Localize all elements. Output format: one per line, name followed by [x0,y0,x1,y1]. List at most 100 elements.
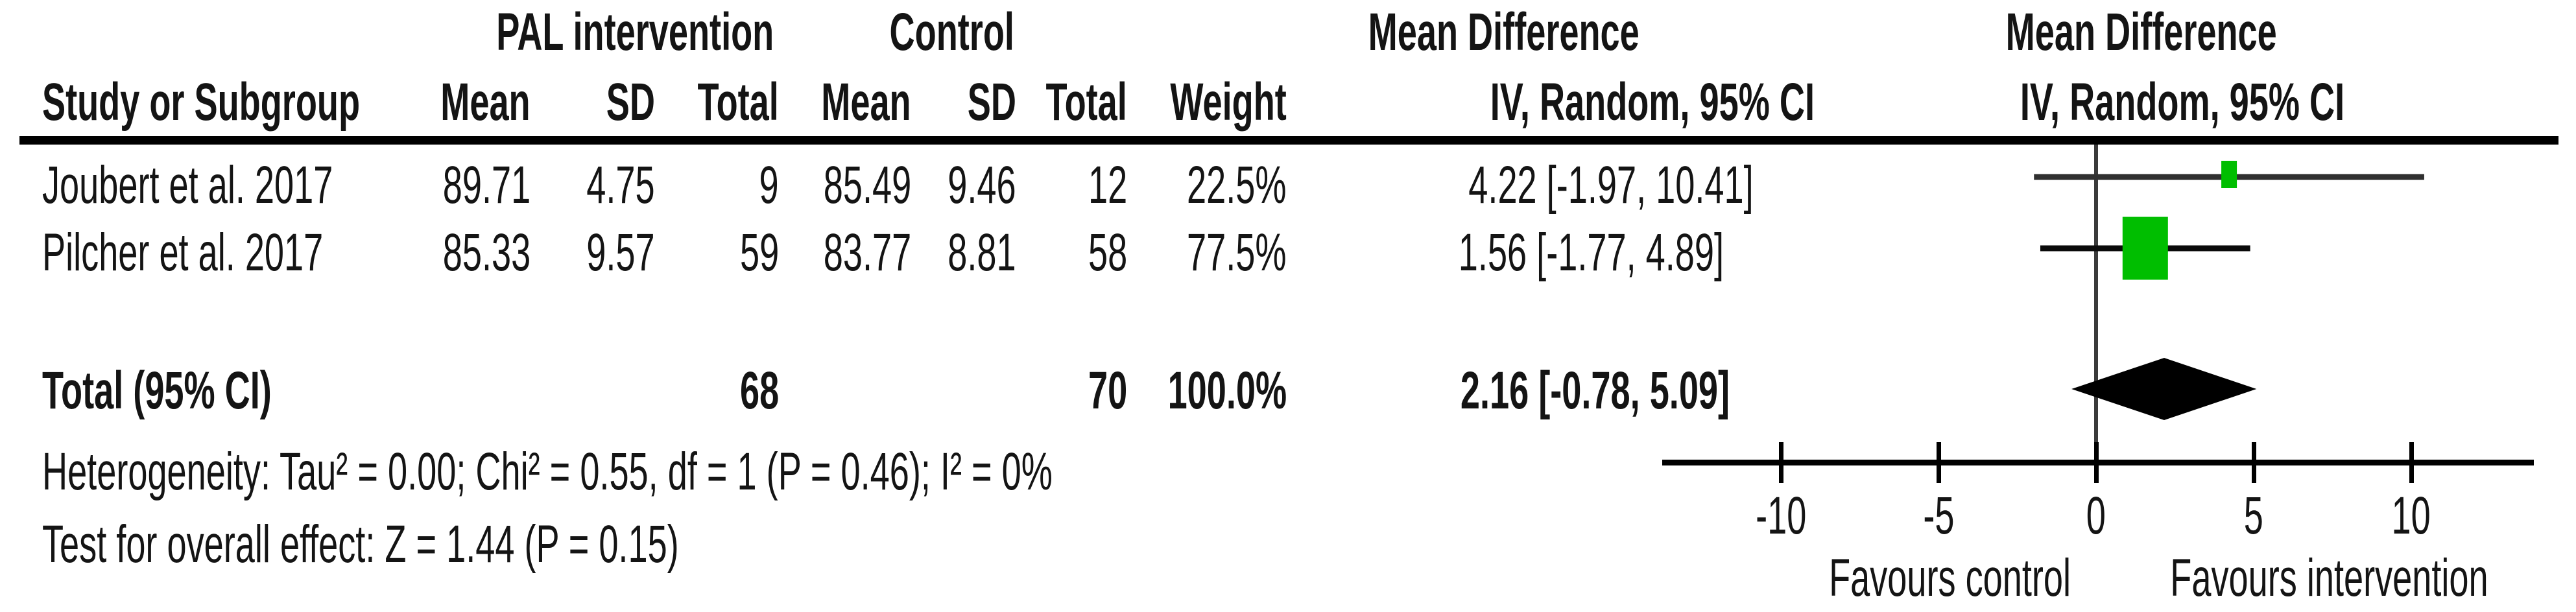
group-header-effect-right: Mean Difference [1936,1,2277,64]
col-header-mean1-label: Mean [440,73,531,132]
total-n-experimental-value: 68 [739,361,779,420]
group-header-effect-right-label: Mean Difference [2005,3,2277,62]
x-axis-tick-label: 10 [2333,485,2489,547]
overall-effect-note: Test for overall effect: Z = 1.44 (P = 0… [42,513,1728,576]
heterogeneity-note: Heterogeneity: Tau² = 0.00; Chi² = 0.55,… [42,441,1728,503]
plot-header-method: IV, Random, 95% CI [1937,71,2344,134]
col-header-total1: Total [584,71,779,134]
row2-mean1: 85.33 [336,222,531,284]
row1-mean1: 89.71 [336,154,531,217]
row2-ci: 1.56 [-1.77, 4.89] [1322,222,1724,284]
col-header-mean1: Mean [336,71,531,134]
row2-weight: 77.5% [1092,222,1287,284]
group-header-control-label: Control [889,3,1015,62]
group-header-experimental-label: PAL intervention [496,3,774,62]
zero-line [2094,145,2098,483]
row2-total2: 58 [933,222,1127,284]
x-axis-tick-label-text: 5 [2243,486,2264,545]
row1-weight: 22.5% [1092,154,1287,217]
row1-study-label: Joubert et al. 2017 [42,156,333,215]
row2-mean1-value: 85.33 [442,223,531,282]
col-header-weight: Weight [1092,71,1287,134]
total-label: Total (95% CI) [42,360,626,422]
total-diamond [2071,358,2257,420]
row2-mean2: 83.77 [717,222,911,284]
x-axis-tick-label: -10 [1703,485,1859,547]
row1-total1-value: 9 [759,156,779,215]
col-header-ci: IV, Random, 95% CI [1323,71,1815,134]
x-axis-tick [1779,442,1783,483]
row1-mean2-value: 85.49 [823,156,911,215]
total-ci-value: 2.16 [-0.78, 5.09] [1460,361,1730,420]
row2-sd1-value: 9.57 [586,223,655,282]
header-underline [19,136,2558,145]
total-n-control: 70 [933,360,1127,422]
x-axis-tick [2094,442,2099,483]
row2-total1-value: 59 [739,223,779,282]
row1-sd1-value: 4.75 [586,156,655,215]
col-header-total2-label: Total [1045,73,1127,132]
plot-header-method-label: IV, Random, 95% CI [2020,73,2345,132]
row1-total1: 9 [584,154,779,217]
row1-mean1-value: 89.71 [442,156,531,215]
col-header-mean2-label: Mean [821,73,911,132]
favours-right-label: Favours intervention [2088,547,2488,609]
row1-weight-value: 22.5% [1187,156,1287,215]
col-header-total2: Total [933,71,1127,134]
x-axis-tick-label-text: 0 [2086,486,2106,545]
row1-sd2-value: 9.46 [948,156,1016,215]
group-header-experimental: PAL intervention [425,1,774,64]
row2-study-label: Pilcher et al. 2017 [42,223,324,282]
col-header-sd1: SD [460,71,655,134]
col-header-sd1-label: SD [606,73,655,132]
x-axis-tick-label: 0 [2018,485,2174,547]
row2-sd1: 9.57 [460,222,655,284]
row1-ci-value: 4.22 [-1.97, 10.41] [1468,156,1754,215]
total-label-text: Total (95% CI) [42,361,272,420]
group-header-effect-left: Mean Difference [1298,1,1640,64]
row2-total2-value: 58 [1088,223,1127,282]
col-header-ci-label: IV, Random, 95% CI [1490,73,1815,132]
x-axis-tick-label: 5 [2176,485,2332,547]
row2-weight-value: 77.5% [1187,223,1287,282]
row1-total2-value: 12 [1088,156,1127,215]
row1-sd1: 4.75 [460,154,655,217]
total-n-control-value: 70 [1088,361,1127,420]
group-header-effect-left-label: Mean Difference [1368,3,1640,62]
row1-mean2: 85.49 [717,154,911,217]
favours-left-text: Favours control [1829,548,2071,607]
row2-sd2: 8.81 [822,222,1016,284]
col-header-sd2-label: SD [967,73,1016,132]
x-axis-tick [2252,442,2256,483]
row1-ci: 4.22 [-1.97, 10.41] [1322,154,1753,217]
weight-square [2221,161,2237,188]
row2-total1: 59 [584,222,779,284]
x-axis-tick-label-text: 10 [2391,486,2431,545]
x-axis-tick-label-text: -5 [1922,486,1955,545]
weight-square [2122,217,2168,280]
favours-left-label: Favours control [1756,547,2145,609]
row1-study: Joubert et al. 2017 [42,154,626,217]
col-header-study-label: Study or Subgroup [42,73,361,132]
row2-ci-value: 1.56 [-1.77, 4.89] [1458,223,1724,282]
row2-sd2-value: 8.81 [948,223,1016,282]
col-header-total1-label: Total [697,73,779,132]
favours-right-text: Favours intervention [2170,548,2488,607]
col-header-mean2: Mean [717,71,911,134]
col-header-weight-label: Weight [1170,73,1287,132]
total-weight-value: 100.0% [1167,361,1287,420]
group-header-control: Control [790,1,1114,64]
x-axis-tick-label-text: -10 [1755,486,1807,545]
x-axis-tick [1937,442,1941,483]
total-n-experimental: 68 [584,360,779,422]
heterogeneity-text: Heterogeneity: Tau² = 0.00; Chi² = 0.55,… [42,442,1053,501]
total-weight: 100.0% [1092,360,1287,422]
col-header-study: Study or Subgroup [42,71,626,134]
x-axis-tick-label: -5 [1861,485,2016,547]
x-axis-tick [2409,442,2414,483]
total-ci: 2.16 [-0.78, 5.09] [1322,360,1730,422]
col-header-sd2: SD [822,71,1016,134]
row1-total2: 12 [933,154,1127,217]
